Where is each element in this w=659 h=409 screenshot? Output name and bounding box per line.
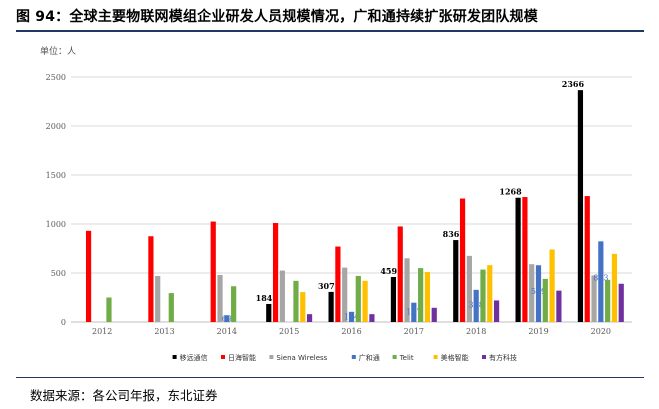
legend-swatch-有方科技	[482, 355, 486, 359]
bar-日海智能-2020	[584, 196, 590, 322]
legend-label-Siena Wireless: Siena Wireless	[276, 354, 327, 362]
bar-Telit-2016	[355, 275, 361, 322]
bar-有方科技-2018	[493, 300, 500, 322]
bar-广和通-2020	[598, 241, 604, 322]
legend-swatch-移远通信	[172, 355, 177, 359]
bar-日海智能-2013	[148, 236, 154, 322]
legend-swatch-日海智能	[221, 355, 225, 359]
bar-有方科技-2015	[306, 314, 313, 322]
bar-移远通信-2016	[328, 291, 334, 322]
x-tick-label: 2014	[217, 327, 237, 336]
legend-swatch-Telit	[392, 355, 397, 359]
bar-Siena Wireless-2020	[591, 275, 597, 322]
bar-移远通信-2015	[266, 303, 272, 322]
bar-Siena Wireless-2015	[279, 270, 285, 322]
bar-Telit-2020	[605, 279, 611, 322]
bar-美格智能-2020	[611, 253, 618, 322]
data-label-广和通-2019: 579	[531, 287, 546, 296]
bar-Telit-2013	[168, 293, 174, 322]
x-tick-label: 2013	[154, 327, 174, 336]
bar-Siena Wireless-2016	[342, 267, 348, 322]
data-label-广和通-2018: 328	[469, 300, 484, 309]
bar-Telit-2012	[106, 297, 112, 322]
title-rule	[16, 30, 644, 32]
legend-label-美格智能: 美格智能	[441, 353, 469, 362]
bar-Siena Wireless-2019	[529, 264, 535, 322]
unit-label: 单位：人	[40, 47, 77, 57]
data-label-广和通-2017: 197	[406, 307, 421, 316]
x-tick-label: 2018	[466, 327, 486, 336]
y-tick-label: 2000	[46, 122, 66, 131]
data-label-广和通-2014: 69	[222, 314, 232, 323]
x-tick-label: 2019	[528, 327, 548, 336]
legend-label-日海智能: 日海智能	[228, 353, 256, 362]
bar-美格智能-2018	[487, 265, 493, 322]
bar-有方科技-2020	[618, 283, 624, 322]
data-label-移远通信-2016: 307	[318, 281, 335, 291]
bar-Telit-2015	[293, 280, 299, 322]
bar-广和通-2017	[411, 302, 417, 322]
y-tick-label: 500	[51, 269, 66, 278]
bar-日海智能-2014	[210, 221, 216, 322]
bar-广和通-2018	[473, 289, 479, 322]
bar-日海智能-2019	[522, 197, 528, 322]
bar-有方科技-2016	[369, 314, 375, 322]
bar-Telit-2017	[418, 268, 424, 322]
bar-Siena Wireless-2013	[155, 275, 161, 322]
bar-Siena Wireless-2014	[217, 274, 223, 322]
x-tick-label: 2016	[341, 327, 361, 336]
y-tick-label: 2500	[46, 73, 66, 82]
bar-移远通信-2018	[453, 240, 459, 322]
bar-广和通-2019	[535, 265, 542, 322]
bar-美格智能-2019	[549, 249, 555, 322]
x-tick-label: 2017	[404, 327, 424, 336]
legend-label-Telit: Telit	[399, 354, 414, 362]
bar-日海智能-2017	[397, 226, 403, 322]
legend-label-有方科技: 有方科技	[489, 353, 517, 362]
legend-swatch-广和通	[351, 355, 356, 359]
bar-Siena Wireless-2018	[466, 255, 472, 322]
data-label-广和通-2020: 823	[593, 274, 608, 283]
x-tick-label: 2012	[92, 327, 112, 336]
bar-有方科技-2017	[431, 307, 437, 322]
legend-swatch-美格智能	[433, 355, 438, 359]
bar-广和通-2016	[348, 311, 355, 322]
data-label-移远通信-2015: 184	[256, 293, 273, 303]
bottom-rule	[16, 377, 644, 378]
legend-label-移远通信: 移远通信	[180, 353, 208, 362]
bar-日海智能-2012	[85, 230, 92, 322]
bar-移远通信-2019	[515, 197, 521, 322]
bar-Telit-2019	[542, 278, 548, 322]
bar-Telit-2018	[480, 269, 486, 322]
bar-移远通信-2020	[577, 90, 584, 322]
bar-美格智能-2015	[300, 292, 306, 322]
legend-label-广和通: 广和通	[359, 353, 380, 362]
data-label-移远通信-2018: 836	[443, 229, 460, 239]
bar-移远通信-2017	[390, 277, 397, 322]
source-note: 数据来源：各公司年报，东北证券	[30, 388, 218, 403]
data-label-移远通信-2017: 459	[380, 266, 397, 276]
bar-Siena Wireless-2017	[404, 258, 410, 322]
bar-日海智能-2018	[459, 198, 466, 322]
legend-swatch-Siena Wireless	[269, 355, 274, 359]
bar-广和通-2014	[224, 315, 230, 322]
y-tick-label: 0	[61, 318, 66, 327]
data-label-移远通信-2019: 1268	[499, 187, 522, 197]
bar-美格智能-2016	[362, 280, 368, 322]
bar-美格智能-2017	[424, 272, 431, 322]
bar-Telit-2014	[231, 286, 237, 322]
x-tick-label: 2020	[591, 327, 611, 336]
y-tick-label: 1500	[46, 171, 66, 180]
bar-日海智能-2016	[335, 246, 341, 322]
y-tick-label: 1000	[46, 220, 66, 229]
data-label-移远通信-2020: 2366	[562, 79, 585, 89]
bar-有方科技-2019	[556, 290, 562, 322]
figure-title: 图 94：全球主要物联网模组企业研发人员规模情况，广和通持续扩张研发团队规模	[16, 9, 538, 25]
bar-日海智能-2015	[272, 223, 279, 322]
x-tick-label: 2015	[279, 327, 299, 336]
data-label-广和通-2016: 104	[344, 312, 359, 321]
